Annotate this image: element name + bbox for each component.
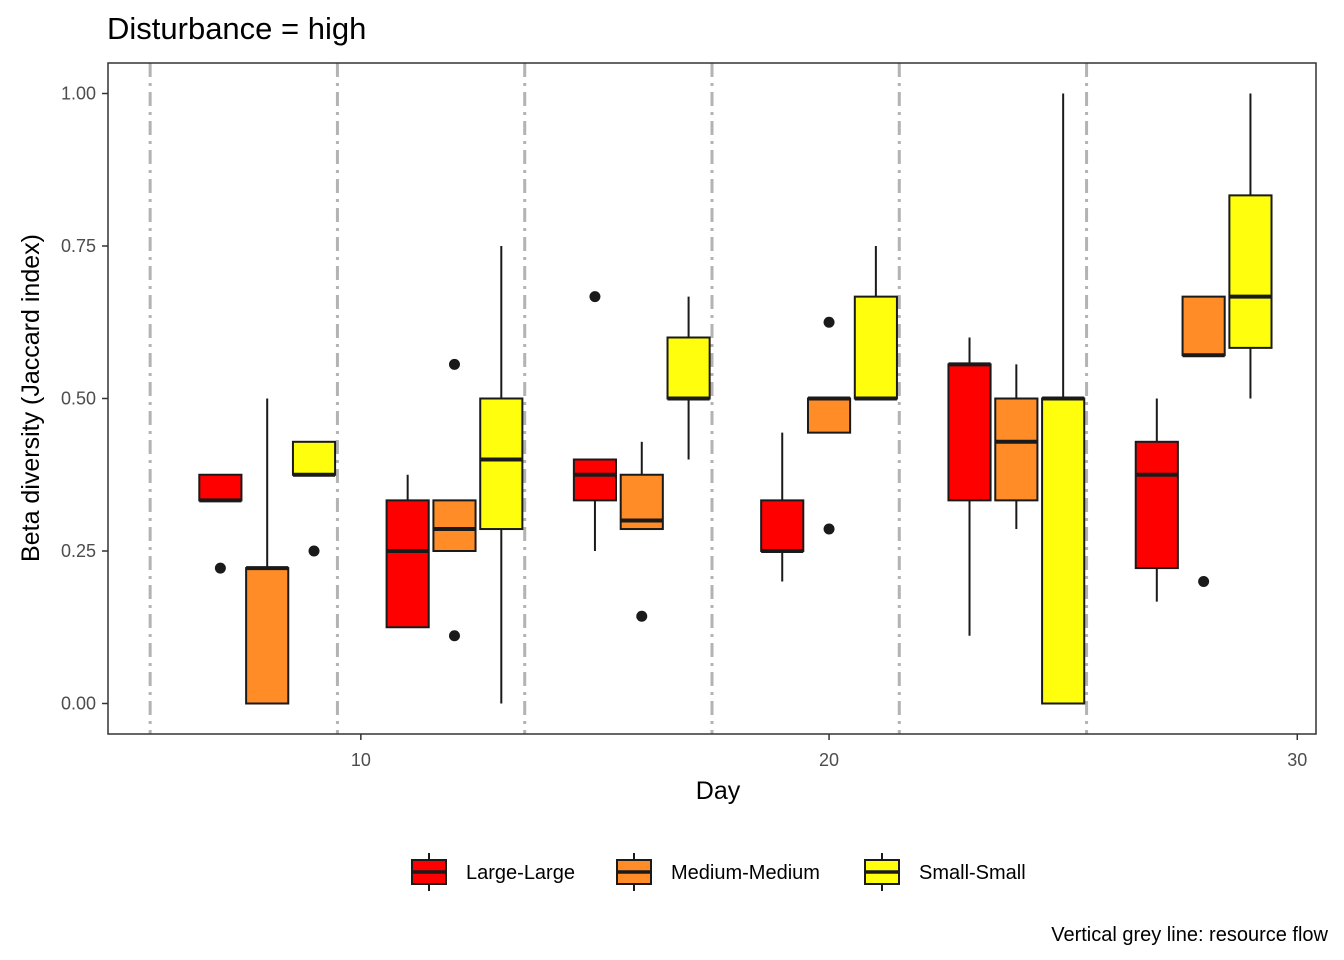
- box-iqr: [572, 458, 618, 502]
- legend-label: Medium-Medium: [671, 862, 820, 884]
- outlier-point: [589, 291, 601, 303]
- box-iqr: [1228, 194, 1273, 349]
- box-iqr: [245, 567, 290, 705]
- outlier-point: [308, 545, 320, 557]
- box-large-large-day-19: [760, 432, 805, 582]
- box-medium-medium-day-8: [245, 398, 290, 705]
- x-tick-label: 10: [351, 750, 371, 770]
- box-small-small-day-13: [479, 246, 524, 704]
- box-iqr: [853, 295, 898, 400]
- outlier-point: [448, 358, 460, 370]
- box-medium-medium-day-20: [806, 316, 852, 535]
- box-iqr: [198, 473, 243, 502]
- box-medium-medium-day-24: [994, 364, 1039, 530]
- axes: 0.00 0.25 0.50 0.75 1.00 10 20 30: [61, 62, 1317, 770]
- legend-item-small-small: Small-Small: [864, 853, 1026, 891]
- outlier-point: [823, 316, 835, 328]
- y-tick-label: 1.00: [61, 84, 96, 104]
- outlier-point: [448, 630, 460, 642]
- box-iqr: [385, 499, 430, 629]
- box-iqr: [1041, 397, 1086, 705]
- box-small-small-day-25: [1041, 93, 1086, 705]
- box-medium-medium-day-28: [1181, 295, 1226, 587]
- box-large-large-day-15: [572, 291, 618, 551]
- outlier-point: [636, 610, 648, 622]
- box-iqr: [666, 336, 711, 400]
- y-tick-label: 0.25: [61, 541, 96, 561]
- box-large-large-day-27: [1134, 398, 1179, 602]
- y-tick-label: 0.00: [61, 694, 96, 714]
- box-large-large-day-11: [385, 474, 430, 629]
- outlier-point: [823, 523, 835, 535]
- box-small-small-day-17: [666, 296, 711, 460]
- box-large-large-day-23: [947, 337, 992, 636]
- outlier-point: [1198, 576, 1210, 587]
- box-iqr: [1181, 295, 1226, 357]
- legend-item-medium-medium: Medium-Medium: [616, 853, 820, 891]
- legend-label: Large-Large: [466, 862, 575, 884]
- box-iqr: [479, 397, 524, 531]
- box-small-small-day-21: [853, 246, 898, 401]
- legend: Large-Large Medium-Medium Small-Small: [411, 853, 1026, 891]
- box-medium-medium-day-12: [432, 358, 477, 642]
- resource-flow-lines: [148, 63, 1089, 734]
- caption: Vertical grey line: resource flow: [1051, 924, 1328, 946]
- box-iqr: [432, 499, 477, 552]
- boxplots: [198, 93, 1273, 705]
- box-iqr: [806, 397, 852, 434]
- box-iqr: [947, 363, 992, 502]
- legend-item-large-large: Large-Large: [411, 853, 575, 891]
- box-iqr: [291, 440, 337, 476]
- y-axis-title: Beta diversity (Jaccard index): [17, 234, 45, 562]
- box-small-small-day-29: [1228, 93, 1273, 399]
- chart-title: Disturbance = high: [107, 11, 366, 46]
- box-large-large-day-7: [198, 473, 243, 574]
- x-axis-title: Day: [696, 777, 741, 805]
- box-iqr: [760, 499, 805, 552]
- y-tick-label: 0.75: [61, 236, 96, 256]
- box-iqr: [1134, 440, 1179, 570]
- legend-label: Small-Small: [919, 862, 1026, 884]
- box-small-small-day-9: [291, 440, 337, 557]
- x-tick-label: 20: [819, 750, 839, 770]
- box-iqr: [994, 397, 1039, 502]
- x-tick-label: 30: [1287, 750, 1307, 770]
- outlier-point: [214, 562, 226, 574]
- box-medium-medium-day-16: [619, 441, 664, 622]
- y-tick-label: 0.50: [61, 389, 96, 409]
